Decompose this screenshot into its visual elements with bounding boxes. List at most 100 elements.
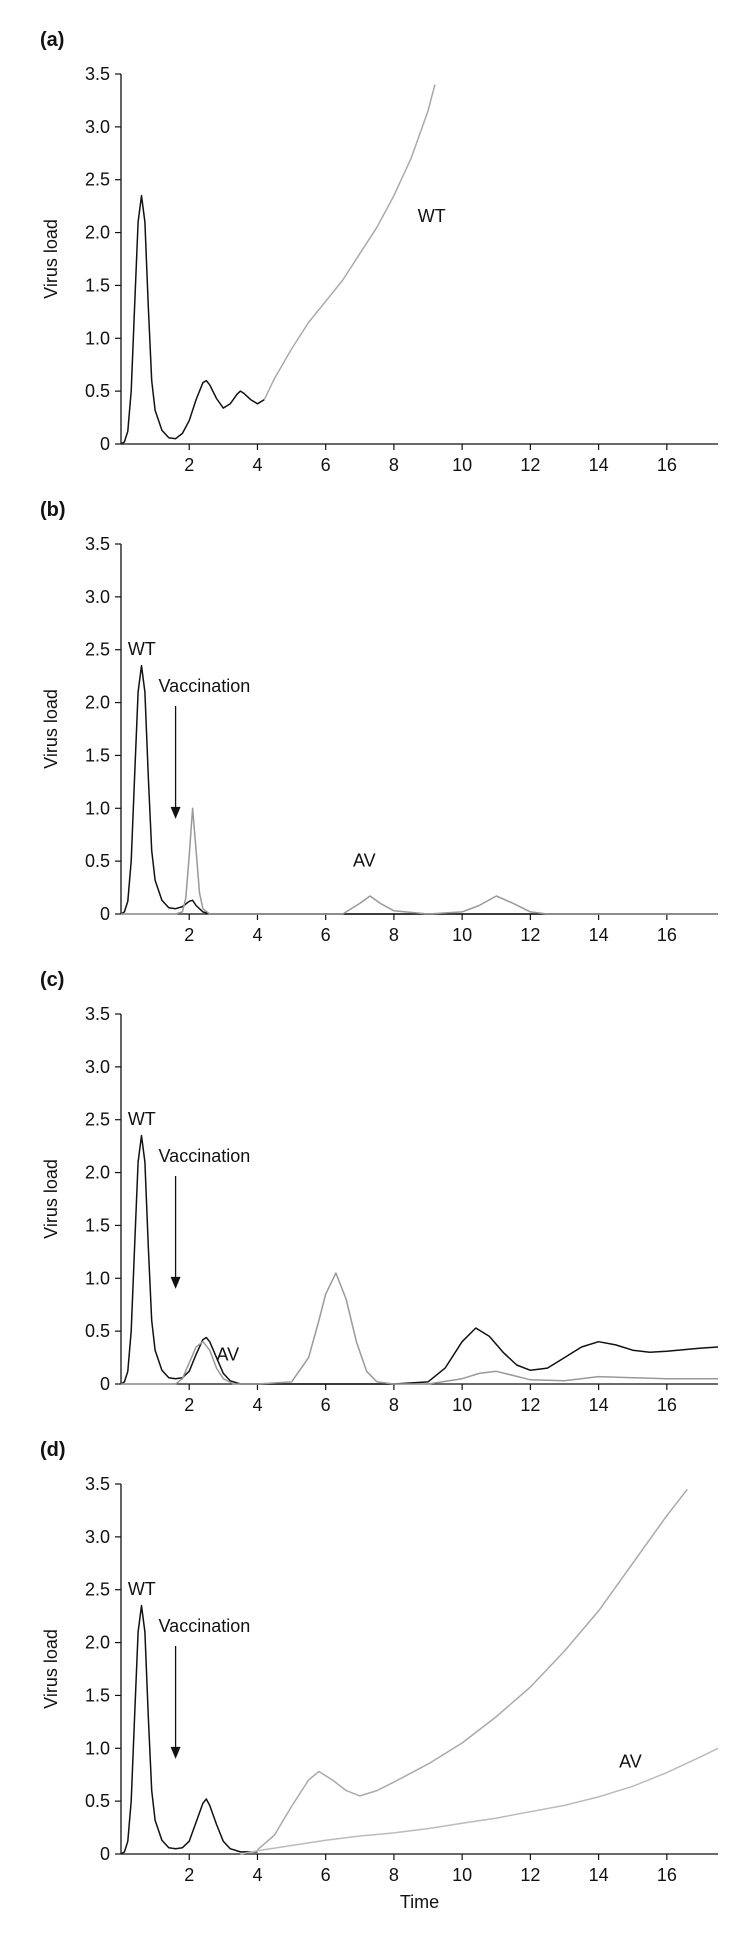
- x-tick-label: 6: [321, 455, 331, 475]
- y-tick-label: 2.0: [85, 1633, 110, 1653]
- annotation-wt: WT: [128, 639, 156, 659]
- series-line-av: [257, 1488, 688, 1851]
- y-tick-label: 0.5: [85, 851, 110, 871]
- x-tick-label: 6: [321, 1865, 331, 1885]
- y-tick-label: 2.5: [85, 1110, 110, 1130]
- panel-d: (d) 0 0.5 1.0 1.5 2.0 2.5 3.0 3.5 2 4 6 8 10 12 14 16 Vir…: [40, 1439, 719, 1912]
- annotation-wt: WT: [418, 206, 446, 226]
- y-tick-label: 3.5: [85, 1004, 110, 1024]
- x-tick-label: 2: [184, 1395, 194, 1415]
- series-line-av: [121, 1272, 718, 1385]
- y-tick-label: 0.5: [85, 381, 110, 401]
- x-tick-label: 14: [589, 1865, 609, 1885]
- annotation-vaccination: Vaccination: [159, 1616, 251, 1636]
- annotation-wt: WT: [128, 1109, 156, 1129]
- x-tick-label: 6: [321, 1395, 331, 1415]
- x-tick-label: 8: [389, 455, 399, 475]
- x-tick-label: 12: [520, 925, 540, 945]
- x-tick-label: 14: [589, 1395, 609, 1415]
- x-tick-label: 6: [321, 925, 331, 945]
- arrow-down-icon: [170, 1276, 181, 1289]
- y-tick-label: 0: [100, 434, 110, 454]
- y-tick-label: 0: [100, 1374, 110, 1394]
- y-tick-label: 1.5: [85, 275, 110, 295]
- y-tick-label: 1.5: [85, 1215, 110, 1235]
- x-tick-label: 8: [389, 925, 399, 945]
- series-line-wt: [120, 1134, 719, 1385]
- y-tick-label: 0.5: [85, 1791, 110, 1811]
- x-tick-label: 4: [252, 455, 262, 475]
- annotation-av: AV: [619, 1751, 642, 1771]
- x-tick-label: 10: [452, 925, 472, 945]
- y-tick-label: 2.0: [85, 693, 110, 713]
- x-tick-label: 16: [657, 1865, 677, 1885]
- y-tick-label: 1.0: [85, 798, 110, 818]
- x-axis-title: Time: [400, 1892, 439, 1912]
- panel-c: (c) 0 0.5 1.0 1.5 2.0 2.5 3.0 3.5 2 4 6 8 10 12 14 16 Vir…: [40, 969, 719, 1415]
- y-tick-label: 2.5: [85, 1580, 110, 1600]
- arrow-down-icon: [170, 806, 181, 819]
- y-tick-label: 1.5: [85, 745, 110, 765]
- y-tick-label: 2.0: [85, 1163, 110, 1183]
- x-tick-label: 16: [657, 455, 677, 475]
- series-line-wt: [120, 664, 718, 915]
- panel-label: (c): [40, 969, 64, 991]
- series-line-av: [240, 1747, 719, 1855]
- x-tick-label: 8: [389, 1395, 399, 1415]
- y-tick-label: 0.5: [85, 1321, 110, 1341]
- y-axis-title: Virus load: [41, 1629, 61, 1709]
- y-tick-label: 2.5: [85, 170, 110, 190]
- y-tick-label: 0: [100, 1844, 110, 1864]
- y-tick-label: 1.0: [85, 1738, 110, 1758]
- annotation-av: AV: [217, 1345, 240, 1365]
- y-tick-label: 0: [100, 904, 110, 924]
- panel-label: (d): [40, 1439, 66, 1461]
- x-tick-label: 2: [184, 925, 194, 945]
- y-tick-label: 3.0: [85, 1527, 110, 1547]
- y-tick-label: 3.5: [85, 534, 110, 554]
- panel-label: (a): [40, 29, 64, 51]
- x-tick-label: 12: [520, 1395, 540, 1415]
- y-axis-title: Virus load: [41, 689, 61, 769]
- panel-label: (b): [40, 499, 66, 521]
- arrow-down-icon: [170, 1746, 181, 1759]
- y-tick-label: 3.0: [85, 1057, 110, 1077]
- x-tick-label: 10: [452, 1865, 472, 1885]
- series-line-wt: [263, 84, 436, 400]
- x-tick-label: 14: [589, 455, 609, 475]
- y-axis-title: Virus load: [41, 1159, 61, 1239]
- x-tick-label: 14: [589, 925, 609, 945]
- x-tick-label: 16: [657, 1395, 677, 1415]
- x-tick-label: 16: [657, 925, 677, 945]
- y-tick-label: 3.0: [85, 587, 110, 607]
- y-tick-label: 3.5: [85, 1474, 110, 1494]
- y-tick-label: 2.5: [85, 640, 110, 660]
- y-tick-label: 1.0: [85, 1268, 110, 1288]
- x-tick-label: 12: [520, 455, 540, 475]
- x-tick-label: 4: [252, 1865, 262, 1885]
- series-line-wt: [120, 194, 265, 445]
- x-tick-label: 4: [252, 925, 262, 945]
- x-tick-label: 12: [520, 1865, 540, 1885]
- y-tick-label: 3.5: [85, 64, 110, 84]
- series-line-av: [121, 807, 718, 915]
- annotation-vaccination: Vaccination: [159, 1146, 251, 1166]
- annotation-wt: WT: [128, 1579, 156, 1599]
- y-tick-label: 1.0: [85, 328, 110, 348]
- x-tick-label: 4: [252, 1395, 262, 1415]
- x-tick-label: 10: [452, 1395, 472, 1415]
- y-tick-label: 3.0: [85, 117, 110, 137]
- panel-a: (a) 0 0.5 1.0 1.5 2.0 2.5 3.0 3.5 2 4 6 8 10 12 14 16 Vir…: [40, 29, 718, 475]
- annotation-av: AV: [353, 850, 376, 870]
- y-axis-title: Virus load: [41, 219, 61, 299]
- x-tick-label: 10: [452, 455, 472, 475]
- x-tick-label: 2: [184, 1865, 194, 1885]
- panel-b: (b) 0 0.5 1.0 1.5 2.0 2.5 3.0 3.5 2 4 6 8 10 12 14 16 Vir…: [40, 499, 718, 945]
- x-tick-label: 8: [389, 1865, 399, 1885]
- annotation-vaccination: Vaccination: [159, 676, 251, 696]
- x-tick-label: 2: [184, 455, 194, 475]
- y-tick-label: 1.5: [85, 1685, 110, 1705]
- y-tick-label: 2.0: [85, 223, 110, 243]
- series-line-wt: [120, 1604, 258, 1855]
